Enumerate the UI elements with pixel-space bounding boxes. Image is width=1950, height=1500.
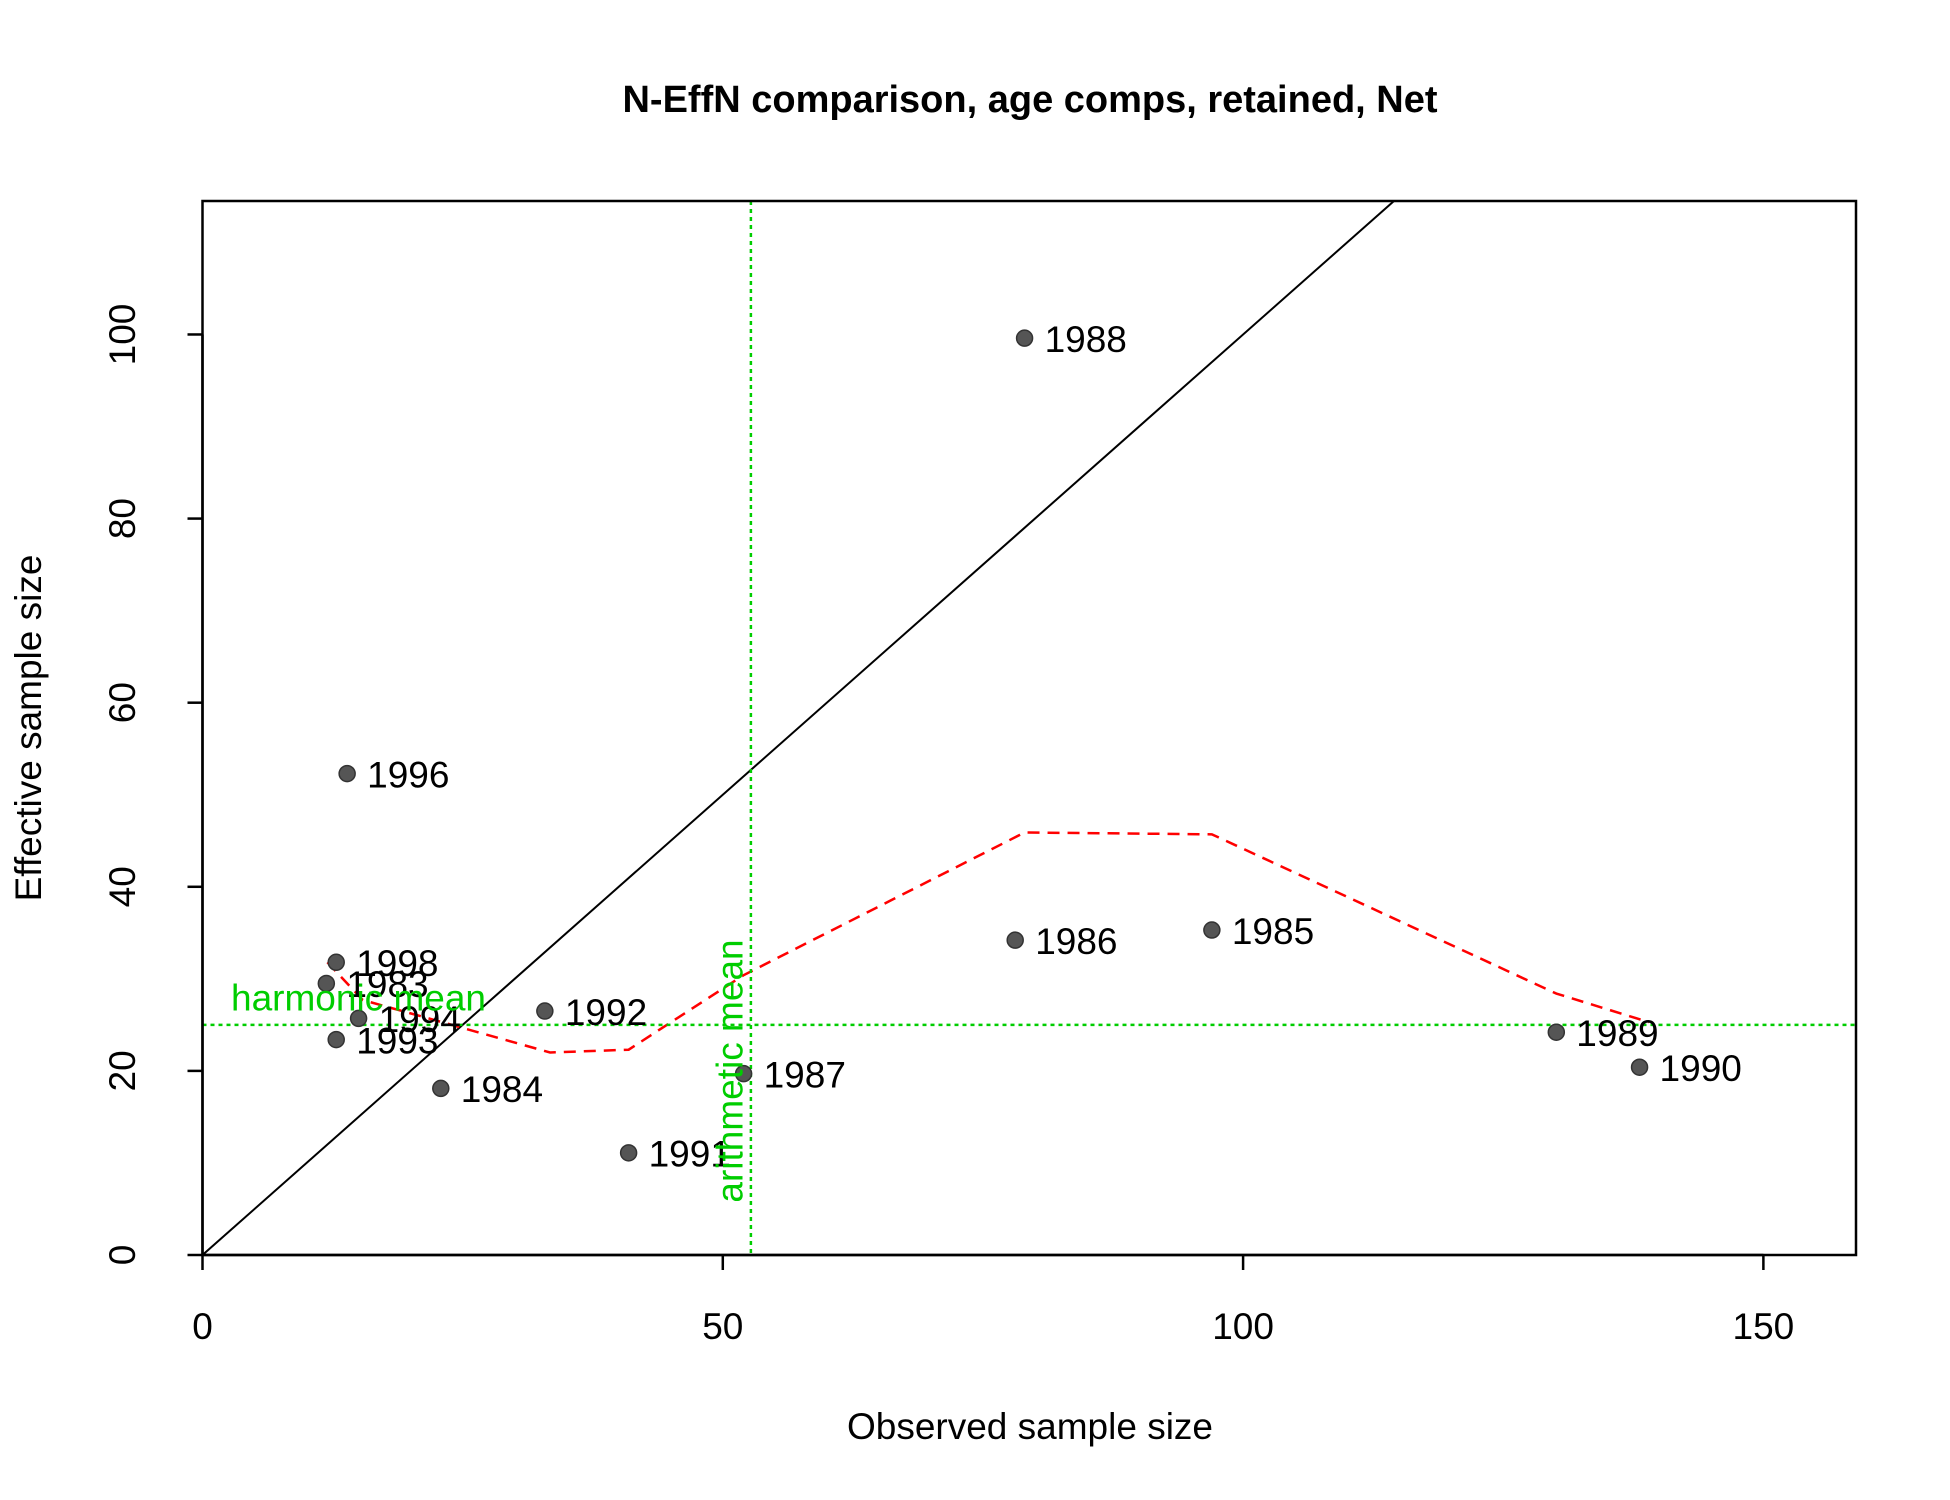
point: [317, 974, 336, 993]
point: [338, 764, 356, 783]
point: [1015, 329, 1034, 347]
point: [1006, 931, 1024, 949]
x-axis-title: Observed sample size: [847, 1406, 1213, 1447]
point: [1630, 1058, 1649, 1076]
point: [1547, 1023, 1566, 1041]
y-tick-label: 80: [102, 498, 143, 539]
point-label: 1983: [346, 964, 428, 1005]
point-label: 1989: [1576, 1013, 1658, 1054]
smoother-line: [326, 831, 1650, 1054]
point: [619, 1144, 638, 1162]
arithmetic-mean-label: arithmetic mean: [710, 939, 751, 1202]
x-tick-label: 150: [1733, 1306, 1795, 1347]
point-label: 1984: [461, 1069, 543, 1110]
point-label: 1991: [649, 1134, 731, 1175]
y-axis-title: Effective sample size: [8, 555, 49, 902]
point: [327, 1030, 345, 1049]
plot-frame: [201, 199, 1858, 1257]
y-tick-label: 20: [102, 1050, 143, 1091]
identity-line: [202, 201, 1396, 1255]
point-label: 1993: [356, 1020, 438, 1061]
point: [536, 1002, 554, 1020]
point-label: 1985: [1232, 911, 1314, 952]
point: [349, 1009, 368, 1028]
point-label: 1994: [379, 999, 461, 1040]
point-label: 1986: [1035, 921, 1117, 962]
point-label: 1988: [1045, 319, 1127, 360]
point: [1203, 921, 1221, 939]
y-tick-label: 0: [102, 1245, 143, 1266]
point: [734, 1064, 753, 1083]
point: [327, 953, 345, 972]
y-tick-label: 100: [102, 304, 143, 366]
harmonic-mean-label: harmonic mean: [231, 978, 486, 1019]
point: [432, 1079, 450, 1098]
point-label: 1992: [565, 992, 647, 1033]
y-tick-label: 40: [102, 866, 143, 907]
plot-area: [202, 201, 1856, 1255]
x-tick-label: 0: [192, 1306, 213, 1347]
x-tick-label: 100: [1212, 1306, 1274, 1347]
x-tick-label: 50: [702, 1306, 743, 1347]
point-label: 1990: [1660, 1048, 1742, 1089]
point-label: 1987: [764, 1054, 846, 1095]
chart-title: N-EffN comparison, age comps, retained, …: [622, 79, 1437, 121]
y-tick-label: 60: [102, 682, 143, 723]
point-label: 1996: [367, 754, 449, 795]
point-label: 1998: [356, 943, 438, 984]
